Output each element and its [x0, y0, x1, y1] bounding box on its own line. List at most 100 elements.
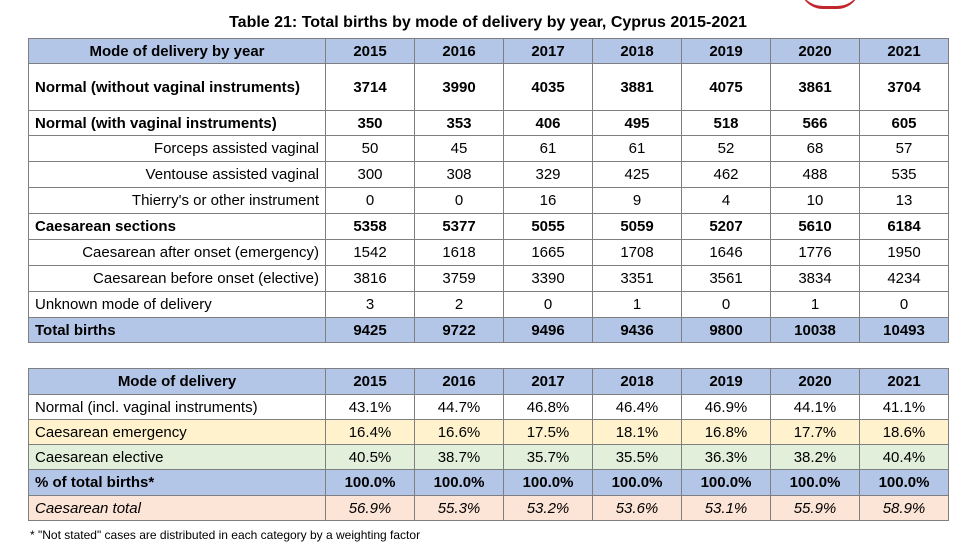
cell: 3 [325, 291, 415, 318]
cell: 38.2% [770, 444, 860, 470]
logo-arc [800, 0, 860, 9]
row-label: Forceps assisted vaginal [28, 135, 326, 162]
cell: 406 [503, 110, 593, 136]
cell: 5055 [503, 213, 593, 240]
cell: 52 [681, 135, 771, 162]
cell: 10038 [770, 317, 860, 343]
row-label: Caesarean after onset (emergency) [28, 239, 326, 266]
cell: 10 [770, 187, 860, 214]
cell: 4 [681, 187, 771, 214]
cell: 3704 [859, 63, 949, 111]
table-row: Thierry's or other instrument 0 0 16 9 4 10 13 [28, 187, 949, 214]
cell: 100.0% [325, 469, 415, 496]
cell: 16.4% [325, 419, 415, 445]
cell: 40.4% [859, 444, 949, 470]
cell: 57 [859, 135, 949, 162]
header-cell: 2015 [325, 38, 415, 64]
cell: 1618 [414, 239, 504, 266]
cell: 3714 [325, 63, 415, 111]
cell: 35.5% [592, 444, 682, 470]
table-row: Ventouse assisted vaginal 300 308 329 425 462… [28, 161, 949, 188]
header-cell: 2016 [414, 38, 504, 64]
cell: 0 [859, 291, 949, 318]
cell: 9436 [592, 317, 682, 343]
cell: 43.1% [325, 394, 415, 420]
header-cell: 2020 [770, 368, 860, 395]
cell: 9 [592, 187, 682, 214]
cell: 1646 [681, 239, 771, 266]
cell: 100.0% [592, 469, 682, 496]
cell: 425 [592, 161, 682, 188]
births-table: Mode of delivery by year 2015 2016 2017 2018… [28, 38, 949, 343]
cell: 5610 [770, 213, 860, 240]
cell: 488 [770, 161, 860, 188]
cell: 300 [325, 161, 415, 188]
cell: 36.3% [681, 444, 771, 470]
cell: 9425 [325, 317, 415, 343]
cell: 6184 [859, 213, 949, 240]
cell: 38.7% [414, 444, 504, 470]
cell: 1542 [325, 239, 415, 266]
cell: 13 [859, 187, 949, 214]
row-label: Normal (incl. vaginal instruments) [28, 394, 326, 420]
cell: 9496 [503, 317, 593, 343]
cell: 0 [681, 291, 771, 318]
cell: 41.1% [859, 394, 949, 420]
cell: 1 [592, 291, 682, 318]
cell: 18.6% [859, 419, 949, 445]
row-label: Caesarean elective [28, 444, 326, 470]
cell: 53.2% [503, 495, 593, 521]
header-cell: 2021 [859, 38, 949, 64]
row-label: Total births [28, 317, 326, 343]
table-row: Unknown mode of delivery 3 2 0 1 0 1 0 [28, 291, 949, 318]
cell: 5059 [592, 213, 682, 240]
table-row: Forceps assisted vaginal 50 45 61 61 52 68 57 [28, 135, 949, 162]
cell: 16.8% [681, 419, 771, 445]
cell: 46.4% [592, 394, 682, 420]
percent-table: Mode of delivery 2015 2016 2017 2018 2019 2020… [28, 368, 949, 521]
cell: 55.3% [414, 495, 504, 521]
header-cell: 2021 [859, 368, 949, 395]
cell: 18.1% [592, 419, 682, 445]
cell: 40.5% [325, 444, 415, 470]
cell: 100.0% [414, 469, 504, 496]
cell: 100.0% [503, 469, 593, 496]
cell: 46.9% [681, 394, 771, 420]
cell: 3390 [503, 265, 593, 292]
cell: 1776 [770, 239, 860, 266]
header-cell: 2018 [592, 368, 682, 395]
table-row: Normal (incl. vaginal instruments) 43.1% 4… [28, 394, 949, 420]
cell: 353 [414, 110, 504, 136]
row-label: Caesarean before onset (elective) [28, 265, 326, 292]
row-label: Thierry's or other instrument [28, 187, 326, 214]
cell: 1 [770, 291, 860, 318]
cell: 16 [503, 187, 593, 214]
header-row: Mode of delivery 2015 2016 2017 2018 2019 2020… [28, 368, 949, 395]
cell: 45 [414, 135, 504, 162]
cell: 0 [503, 291, 593, 318]
cell: 61 [503, 135, 593, 162]
cell: 1665 [503, 239, 593, 266]
cell: 4035 [503, 63, 593, 111]
cell: 100.0% [770, 469, 860, 496]
cell: 55.9% [770, 495, 860, 521]
cell: 53.6% [592, 495, 682, 521]
cell: 2 [414, 291, 504, 318]
cell: 3561 [681, 265, 771, 292]
row-label: Normal (without vaginal instruments) [28, 63, 326, 111]
cell: 605 [859, 110, 949, 136]
cell: 9800 [681, 317, 771, 343]
header-cell: 2017 [503, 38, 593, 64]
cell: 3834 [770, 265, 860, 292]
cell: 100.0% [681, 469, 771, 496]
cell: 1708 [592, 239, 682, 266]
cell: 0 [325, 187, 415, 214]
cell: 3759 [414, 265, 504, 292]
cell: 44.7% [414, 394, 504, 420]
cell: 61 [592, 135, 682, 162]
cell: 5207 [681, 213, 771, 240]
cell: 68 [770, 135, 860, 162]
table-row: Caesarean sections 5358 5377 5055 5059 5207 56… [28, 213, 949, 240]
table-row: Normal (without vaginal instruments) 3714… [28, 63, 949, 111]
